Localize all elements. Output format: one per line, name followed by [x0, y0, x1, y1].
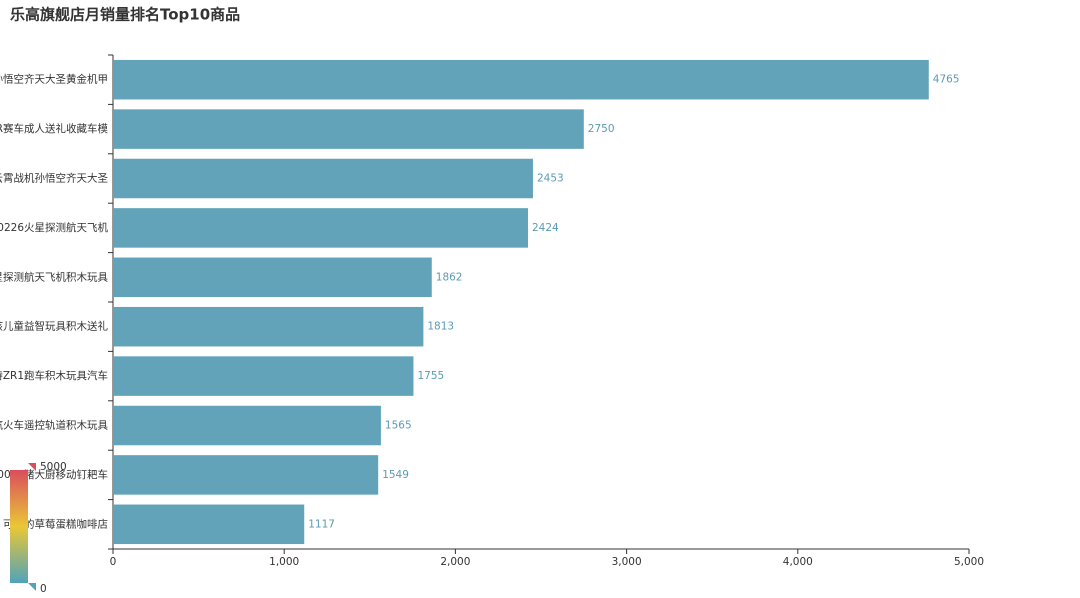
category-label: 60226火星探测航天飞机	[0, 221, 108, 234]
x-tick-label: 0	[110, 556, 117, 568]
value-label: 1862	[436, 271, 463, 283]
category-label: 星探测航天飞机积木玩具	[0, 270, 108, 283]
category-label: 可爱的草莓蛋糕咖啡店	[3, 517, 108, 530]
category-label: 汽火车遥控轨道积木玩具	[0, 419, 108, 432]
value-label: 1755	[417, 370, 444, 382]
bar	[113, 208, 528, 248]
value-label: 2750	[588, 123, 615, 135]
bar	[113, 405, 381, 446]
bar	[113, 257, 432, 298]
category-label: 特ZR1跑车积木玩具汽车	[0, 369, 108, 382]
visual-map-handle	[28, 583, 36, 591]
category-label: 孙悟空齐天大圣黄金机甲	[0, 73, 108, 86]
value-label: 1565	[385, 420, 412, 432]
value-label: 1813	[427, 321, 454, 333]
value-label: 2453	[537, 173, 564, 185]
bar	[113, 504, 305, 545]
category-label: 云霄战机孙悟空齐天大圣	[0, 172, 108, 185]
x-tick-label: 4,000	[783, 556, 813, 568]
value-label: 4765	[933, 74, 960, 86]
value-label: 2424	[532, 222, 559, 234]
visual-map-max: 5000	[40, 461, 67, 473]
x-tick-label: 3,000	[612, 556, 642, 568]
visual-map-min: 0	[40, 583, 47, 595]
value-label: 1117	[308, 518, 335, 530]
visual-map-handle	[28, 463, 36, 471]
bar	[113, 158, 533, 199]
bar	[113, 109, 584, 149]
bar	[113, 356, 414, 396]
category-label: R赛车成人送礼收藏车模	[0, 122, 108, 135]
x-tick-label: 1,000	[269, 556, 299, 568]
value-label: 1549	[382, 469, 409, 481]
bar	[113, 59, 929, 100]
bar	[113, 455, 379, 495]
x-tick-label: 5,000	[954, 556, 984, 568]
bar	[113, 306, 424, 347]
x-tick-label: 2,000	[440, 556, 470, 568]
chart-title: 乐高旗舰店月销量排名Top10商品	[10, 6, 240, 24]
category-label: 孩儿童益智玩具积木送礼	[0, 320, 108, 333]
visual-map-bar	[10, 470, 28, 583]
